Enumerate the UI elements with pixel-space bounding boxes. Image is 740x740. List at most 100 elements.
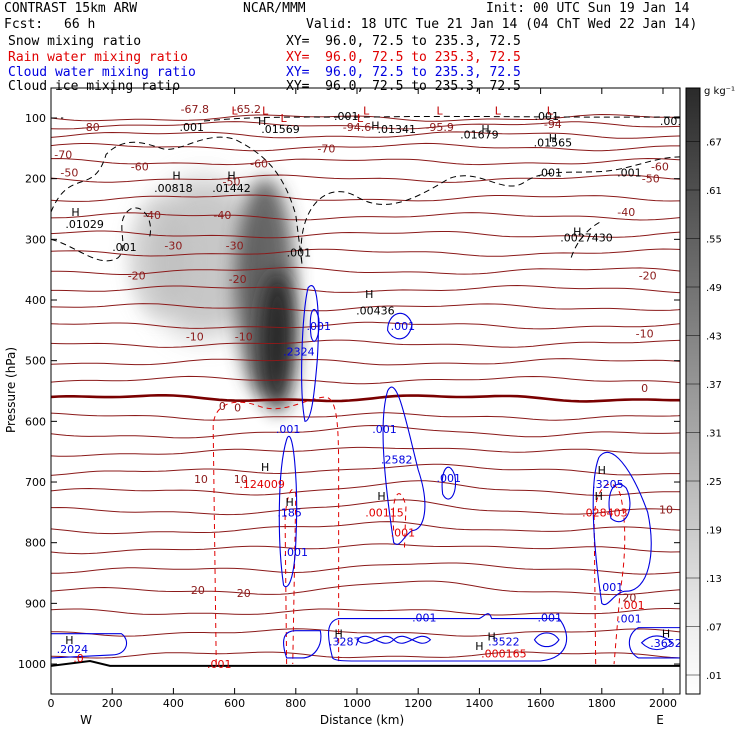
snow-mixing-ratio-shading — [128, 177, 296, 413]
field-rain-name: Rain water mixing ratio — [8, 50, 189, 65]
temperature-contour-line — [51, 121, 680, 130]
y-tick-label: 200 — [25, 173, 46, 186]
colorbar-level-label: .61 — [706, 186, 722, 197]
maximum-value-label: .001 — [391, 526, 416, 539]
y-tick-label: 600 — [25, 415, 46, 428]
maximum-value-label: .001 — [412, 611, 437, 624]
temperature-contour-line — [51, 580, 680, 596]
cloud-water-contour — [356, 635, 432, 644]
cloud-water-contours — [51, 285, 680, 662]
cloud-water-contour — [592, 451, 652, 606]
temperature-contour-label: -67.8 — [181, 103, 209, 116]
maximum-value-label: .01341 — [378, 123, 417, 136]
maximum-value-label: .028403 — [582, 506, 628, 519]
temperature-contour-label: -60 — [131, 161, 149, 174]
maximum-value-label: .001 — [307, 320, 332, 333]
temperature-contour-label: -65.2 — [233, 103, 261, 116]
temperature-contour-label: -10 — [636, 327, 654, 340]
temperature-contour-label: -50 — [642, 173, 660, 186]
x-tick-label: 600 — [224, 697, 245, 710]
contour-labels: -80 -67.8 -65.2 -94.6 -95.9 -94 -70 -70 -60 -60 -6… — [54, 103, 685, 671]
colorbar-level-label: .37 — [706, 380, 722, 391]
colorbar-level-label: .31 — [706, 429, 722, 440]
colorbar: g kg⁻¹ .01 .07 .13 .19 .25 .31 .37 .43 .49 .55 .61… — [685, 86, 735, 695]
y-tick-label: 1000 — [18, 658, 46, 671]
maximum-value-label: .001 — [617, 167, 642, 180]
temperature-contour-line — [51, 339, 680, 348]
model-title: CONTRAST 15km ARW — [4, 1, 138, 16]
high-marker: H — [261, 461, 269, 474]
temperature-contour-line — [51, 284, 680, 294]
colorbar-level-label: .67 — [706, 138, 722, 149]
maximum-value-label: .01565 — [534, 136, 573, 149]
maximum-value-label: .001 — [391, 320, 416, 333]
temperature-contour-label: -80 — [82, 121, 100, 134]
temperature-contour-line — [51, 521, 680, 535]
maximum-value-label: .001 — [437, 472, 462, 485]
colorbar-level-label: .43 — [706, 332, 722, 343]
maximum-value-label: .124009 — [239, 478, 285, 491]
cloud-water-contour — [283, 630, 322, 659]
temperature-contour-line — [51, 562, 680, 575]
colorbar-unit: g kg⁻¹ — [704, 86, 735, 97]
field-cloudice-name: Cloud ice mixing ratio — [8, 79, 181, 94]
temperature-contour-label: 20 — [237, 587, 251, 600]
org-label: NCAR/MMM — [243, 1, 306, 16]
maximum-value-label: .01442 — [212, 182, 251, 195]
temperature-contour-line — [51, 424, 680, 439]
axes: 0 200 400 600 800 1000 1200 1400 1600 1800 2000100… — [18, 88, 680, 710]
temperature-contour-label: -95.9 — [425, 121, 453, 134]
low-marker: L — [495, 105, 502, 118]
cloud-water-contour — [301, 285, 319, 422]
low-marker: L — [363, 105, 370, 118]
cloud-water-contour — [441, 466, 457, 500]
maximum-value-label: .001 — [617, 613, 642, 626]
temperature-contour-line — [51, 358, 680, 366]
temperature-contour-line — [51, 174, 680, 183]
temperature-contour-label: -70 — [317, 142, 335, 155]
cloud-water-contour — [51, 633, 128, 659]
maximum-value-label: .2582 — [381, 454, 413, 467]
temperature-contour-label: -60 — [250, 158, 268, 171]
maximum-value-label: .001 — [334, 110, 359, 123]
east-label: E — [656, 713, 664, 727]
cloud-ice-contour — [570, 220, 603, 258]
cloud-water-contour — [387, 312, 413, 340]
maximum-value-label: .2324 — [283, 346, 315, 359]
temperature-contour-line — [51, 608, 680, 616]
temperature-contours — [51, 113, 680, 667]
temperature-contour-line — [51, 266, 680, 275]
maximum-value-label: .001 — [660, 115, 685, 128]
maximum-value-label: .01569 — [261, 123, 300, 136]
temperature-contour-label: -20 — [229, 273, 247, 286]
maximum-value-label: .001 — [599, 581, 624, 594]
colorbar-level-label: .19 — [706, 526, 722, 537]
rain-water-contour — [593, 483, 626, 665]
cloud-ice-contour — [300, 156, 680, 264]
temperature-contour-label: 10 — [194, 473, 208, 486]
temperature-contour-line — [51, 375, 680, 385]
maximum-value-label: .0 — [73, 652, 84, 665]
y-tick-label: 400 — [25, 294, 46, 307]
temperature-contour-label: -20 — [128, 270, 146, 283]
maximum-value-label: .3522 — [488, 636, 520, 649]
high-marker: H — [595, 490, 603, 503]
high-marker: H — [172, 170, 180, 183]
high-marker: H — [573, 225, 581, 238]
temperature-contour-line — [51, 499, 680, 516]
temperature-contour-line — [51, 131, 680, 139]
temperature-contour-line — [51, 157, 680, 166]
cloud-water-contour — [382, 386, 426, 545]
high-marker: H — [334, 628, 342, 641]
temperature-contour-label: -50 — [60, 167, 78, 180]
field-cloudwater-xy: XY= 96.0, 72.5 to 235.3, 72.5 — [286, 65, 521, 80]
snow-shade-blob — [259, 272, 296, 413]
maximum-value-label: .001 — [287, 247, 312, 260]
temperature-contour-line — [51, 463, 680, 476]
high-marker: H — [481, 123, 489, 136]
temperature-contour-label: 0 — [641, 382, 648, 395]
temperature-contour-label: -94.6 — [343, 121, 371, 134]
maximum-value-label: .001 — [112, 241, 137, 254]
temperature-contour-label: -30 — [226, 239, 244, 252]
x-tick-label: 1400 — [465, 697, 493, 710]
